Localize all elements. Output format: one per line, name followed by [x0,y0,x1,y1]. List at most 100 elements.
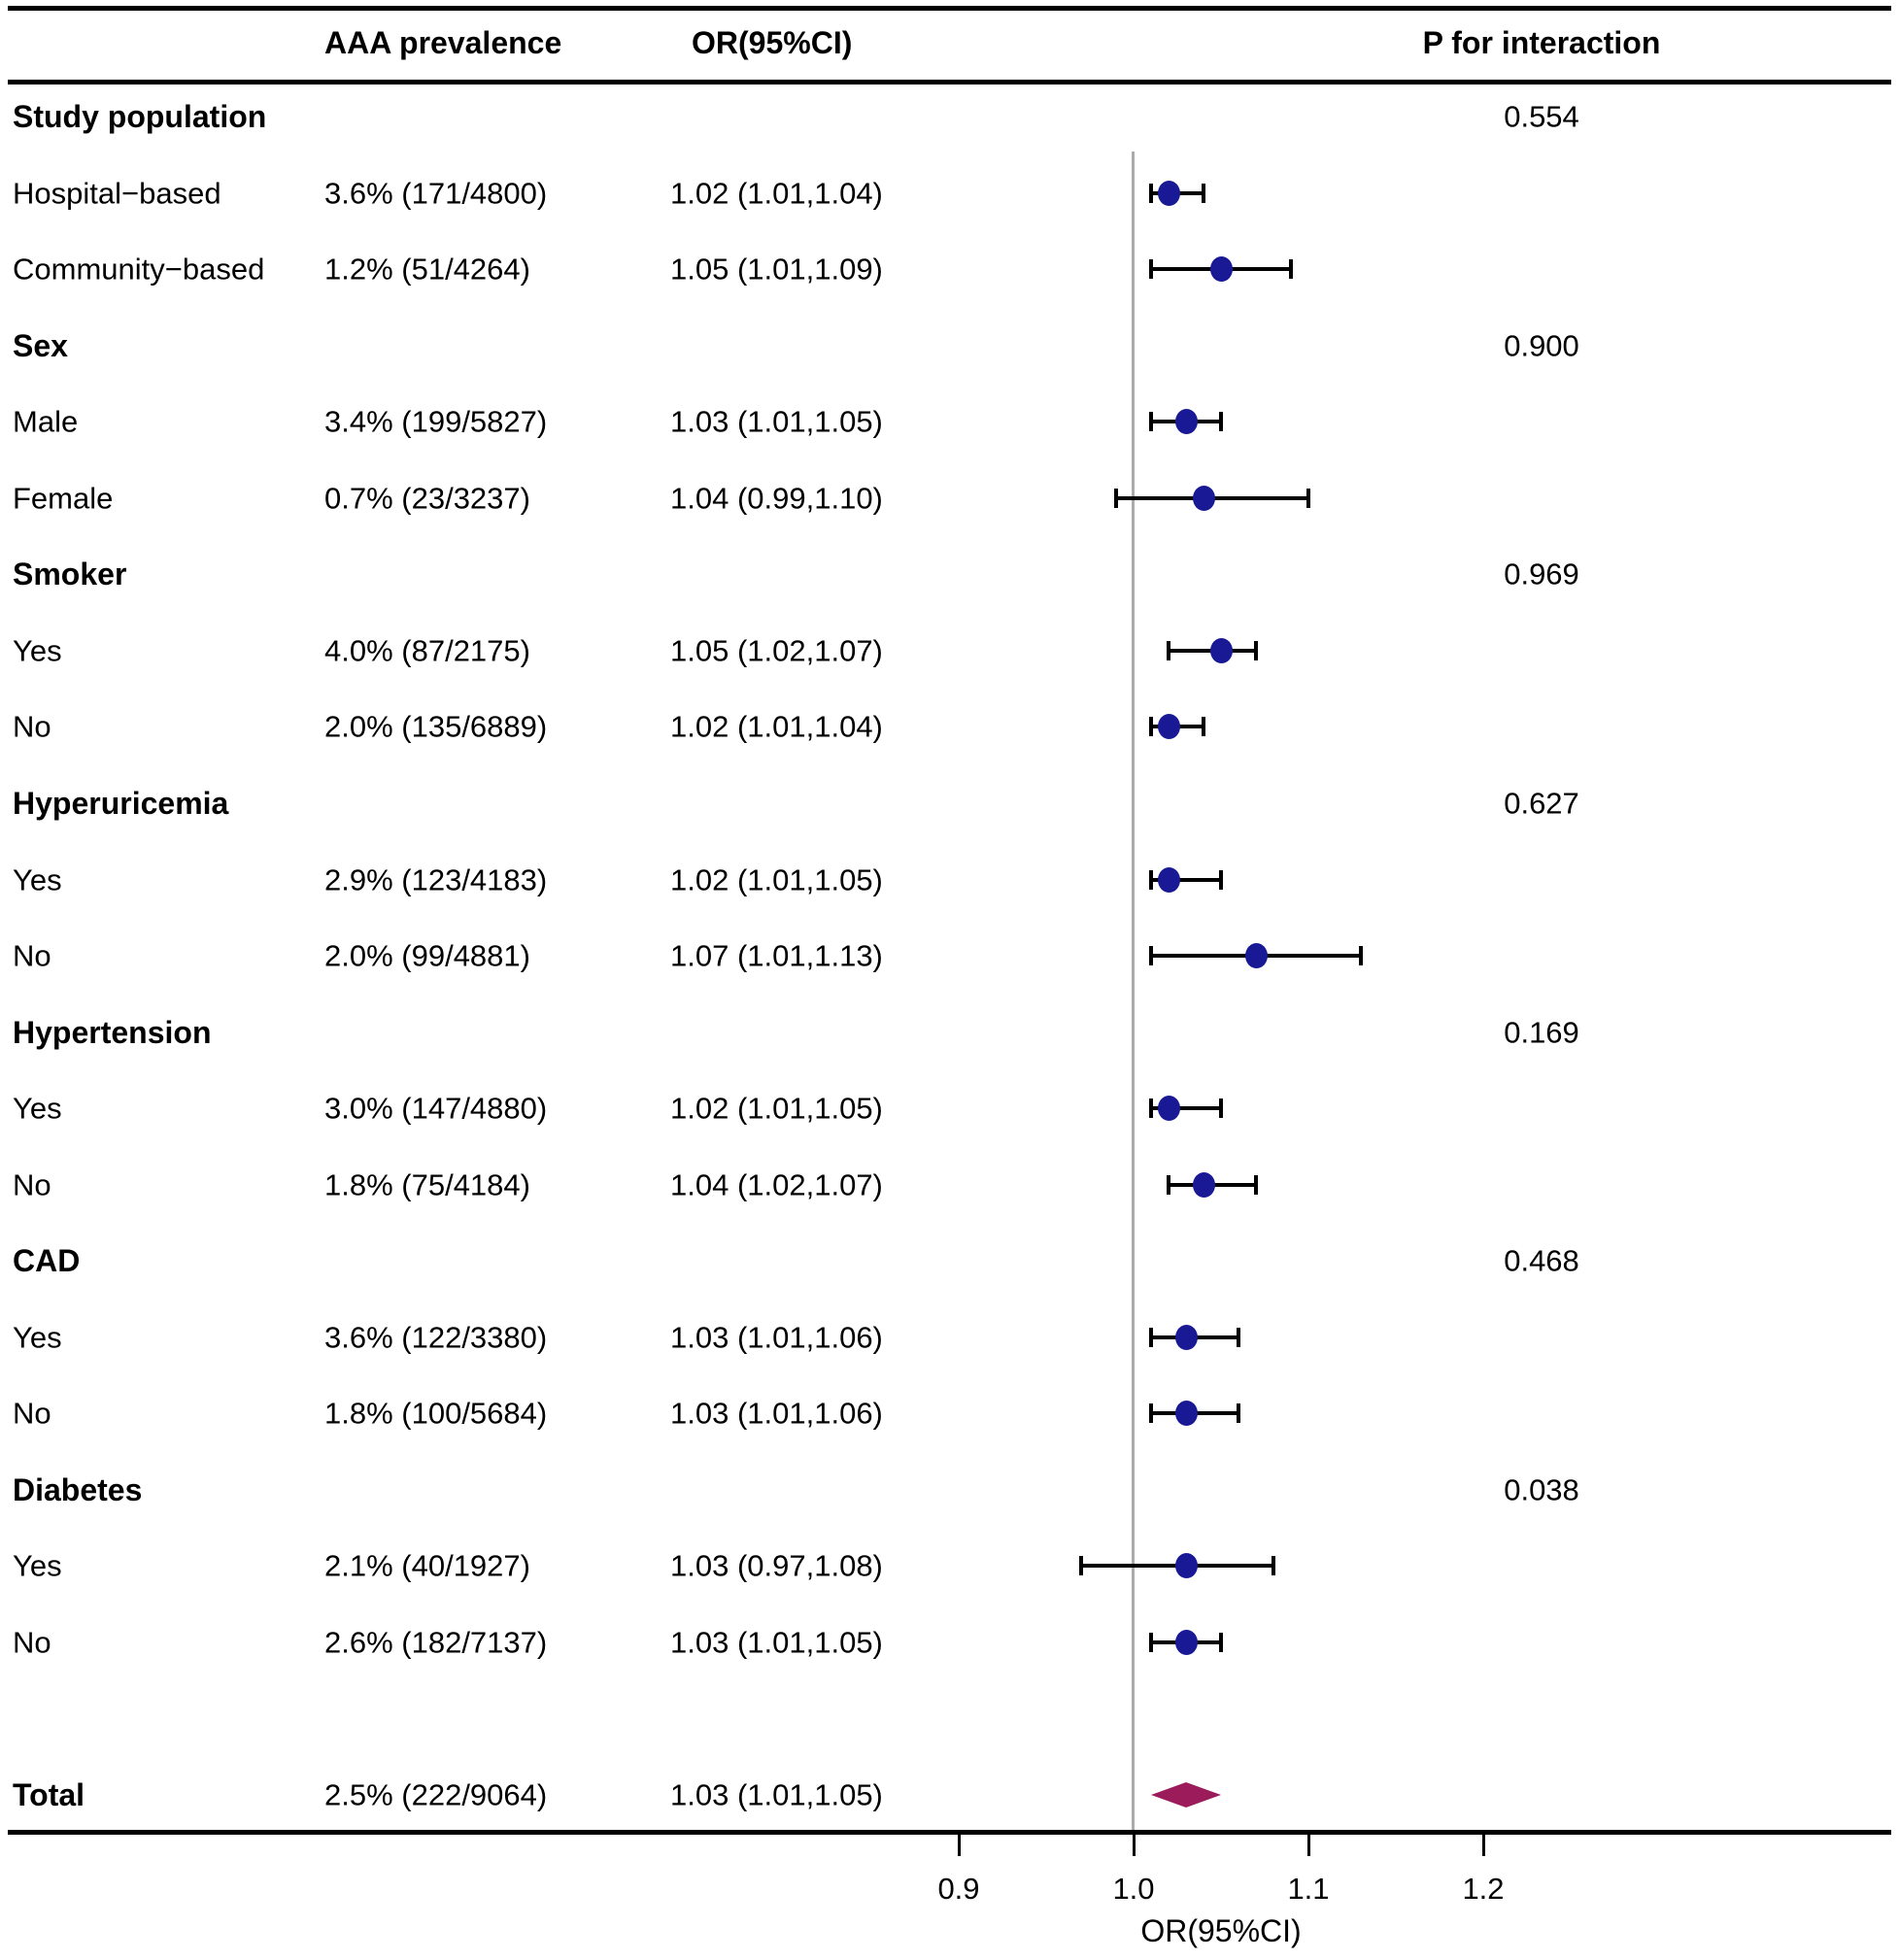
ci-cap-left [1079,1556,1083,1576]
point-estimate-marker [1209,637,1233,663]
ci-cap-right [1219,869,1223,890]
row-label: Sex [13,327,68,363]
ci-cap-left [1114,488,1118,508]
or-value: 1.03 (1.01,1.05) [670,404,883,439]
row-label: No [13,1396,51,1431]
ci-cap-right [1219,412,1223,432]
p-interaction-value: 0.038 [1504,1472,1579,1507]
point-estimate-marker [1174,1401,1198,1427]
prevalence-value: 4.0% (87/2175) [324,633,530,668]
row-label: No [13,709,51,744]
row-label: Smoker [13,557,127,592]
ci-cap-left [1149,1403,1153,1424]
row-label: Community−based [13,252,265,287]
prevalence-value: 3.0% (147/4880) [324,1091,548,1126]
axis-tick [1306,1835,1310,1856]
row-label: CAD [13,1243,81,1279]
header-rule [8,80,1891,84]
or-value: 1.05 (1.01,1.09) [670,252,883,287]
prevalence-value: 2.0% (99/4881) [324,938,530,973]
prevalence-value: 2.5% (222/9064) [324,1777,548,1812]
p-interaction-value: 0.554 [1504,99,1579,134]
or-value: 1.03 (1.01,1.06) [670,1396,883,1431]
ci-cap-right [1254,1174,1258,1195]
point-estimate-marker [1192,1171,1215,1198]
row-label: Yes [13,862,62,896]
ci-cap-right [1237,1403,1240,1424]
axis-tick [1481,1835,1485,1856]
prevalence-value: 2.1% (40/1927) [324,1548,530,1583]
row-label: Yes [13,1548,62,1583]
prevalence-value: 3.6% (171/4800) [324,176,548,211]
axis-tick [1132,1835,1136,1856]
ci-cap-left [1149,412,1153,432]
ci-cap-right [1359,946,1363,966]
or-value: 1.04 (1.02,1.07) [670,1167,883,1202]
prevalence-value: 2.6% (182/7137) [324,1625,548,1660]
p-interaction-value: 0.969 [1504,557,1579,591]
ci-cap-right [1237,1327,1240,1347]
ci-cap-right [1202,183,1205,203]
prevalence-value: 3.4% (199/5827) [324,404,548,439]
reference-line [1132,152,1135,1830]
ci-cap-right [1306,488,1310,508]
column-header-p-interaction: P for interaction [1422,25,1661,60]
prevalence-value: 1.2% (51/4264) [324,252,530,287]
p-interaction-value: 0.468 [1504,1243,1579,1278]
axis-tick-label: 0.9 [937,1872,980,1906]
column-header-prevalence: AAA prevalence [324,25,562,60]
prevalence-value: 1.8% (100/5684) [324,1396,548,1431]
ci-cap-right [1254,640,1258,660]
row-label: Hypertension [13,1014,212,1050]
axis-tick-label: 1.0 [1112,1872,1155,1906]
or-value: 1.03 (1.01,1.05) [670,1777,883,1812]
or-value: 1.03 (1.01,1.05) [670,1625,883,1660]
ci-line [1151,1106,1221,1111]
or-value: 1.03 (1.01,1.06) [670,1320,883,1355]
prevalence-value: 3.6% (122/3380) [324,1320,548,1355]
ci-cap-right [1202,717,1205,737]
or-value: 1.03 (0.97,1.08) [670,1548,883,1583]
p-interaction-value: 0.627 [1504,786,1579,821]
or-value: 1.02 (1.01,1.04) [670,709,883,744]
ci-cap-right [1219,1633,1223,1652]
or-value: 1.02 (1.01,1.05) [670,862,883,896]
prevalence-value: 2.9% (123/4183) [324,862,548,896]
ci-line [1151,877,1221,882]
ci-cap-left [1149,717,1153,737]
row-label: No [13,1625,51,1660]
ci-cap-right [1272,1556,1275,1576]
row-label: No [13,938,51,973]
row-label: Diabetes [13,1471,143,1507]
row-label: Study population [13,99,267,134]
point-estimate-marker [1174,1630,1198,1655]
axis-tick-label: 1.2 [1462,1872,1505,1906]
point-estimate-marker [1174,1553,1198,1579]
summary-diamond-marker [1151,1782,1221,1812]
p-interaction-value: 0.169 [1504,1015,1579,1050]
ci-cap-left [1149,1327,1153,1347]
x-axis-title: OR(95%CI) [1140,1913,1302,1948]
row-label: Yes [13,1320,62,1355]
ci-cap-left [1149,259,1153,280]
point-estimate-marker [1209,256,1233,283]
ci-cap-left [1167,640,1170,660]
row-label: Male [13,404,79,439]
point-estimate-marker [1192,485,1215,511]
ci-cap-left [1149,183,1153,203]
prevalence-value: 1.8% (75/4184) [324,1167,530,1202]
ci-cap-left [1167,1174,1170,1195]
ci-cap-right [1289,259,1293,280]
ci-cap-left [1149,1098,1153,1119]
axis-tick-label: 1.1 [1287,1872,1330,1906]
prevalence-value: 2.0% (135/6889) [324,709,548,744]
prevalence-value: 0.7% (23/3237) [324,481,530,516]
row-label: Hyperuricemia [13,785,229,821]
point-estimate-marker [1174,1324,1198,1350]
point-estimate-marker [1157,180,1180,206]
or-value: 1.07 (1.01,1.13) [670,938,883,973]
row-label: Yes [13,633,62,668]
ci-cap-left [1149,869,1153,890]
row-label: Yes [13,1091,62,1126]
